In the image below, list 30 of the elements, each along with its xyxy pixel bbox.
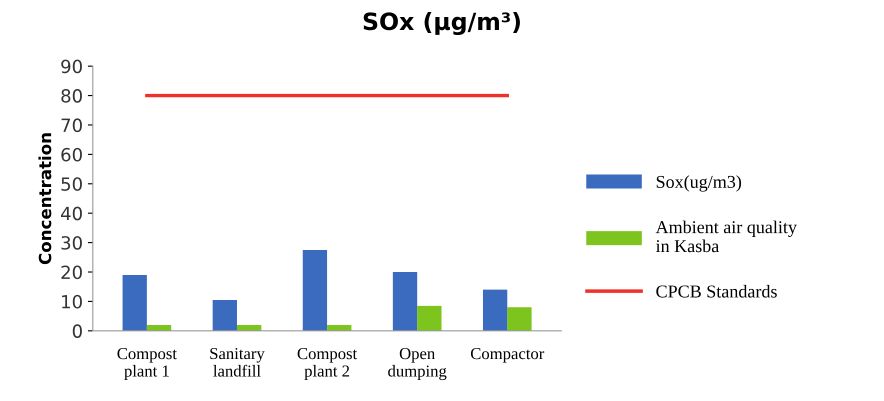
x-tick-label: Compactor — [470, 348, 544, 363]
bar — [327, 324, 352, 331]
y-axis-title: Concentration — [38, 133, 52, 264]
x-tick-label: Compost plant 1 — [117, 348, 177, 380]
legend-label: CPCB Standards — [656, 284, 777, 298]
legend-label: Sox(ug/m3) — [656, 175, 742, 192]
bar — [122, 274, 147, 331]
y-tick-label: 40 — [61, 206, 82, 220]
y-tick-label: 0 — [72, 324, 82, 338]
bar — [146, 324, 172, 331]
bar — [392, 272, 418, 331]
x-tick-label: Open dumping — [388, 348, 446, 380]
y-tick-label: 20 — [61, 265, 82, 280]
bar — [507, 307, 532, 331]
y-tick-label: 70 — [62, 118, 82, 132]
chart-title: SOx (µg/m³) — [364, 12, 520, 36]
bar — [482, 290, 508, 331]
bar — [212, 300, 237, 331]
bar — [302, 250, 328, 331]
y-tick-label: 50 — [62, 177, 82, 191]
y-tick-label: 10 — [62, 294, 82, 309]
y-tick-label: 60 — [61, 148, 82, 162]
x-tick-label: Compost plant 2 — [298, 348, 358, 380]
y-tick-label: 80 — [61, 89, 82, 103]
y-tick-label: 90 — [61, 60, 82, 74]
bar — [417, 306, 442, 331]
bar — [236, 324, 262, 331]
x-tick-label: Sanitary landfill — [210, 348, 265, 377]
legend-label: Ambient air quality in Kasba — [656, 220, 797, 252]
y-tick-label: 30 — [62, 236, 82, 250]
